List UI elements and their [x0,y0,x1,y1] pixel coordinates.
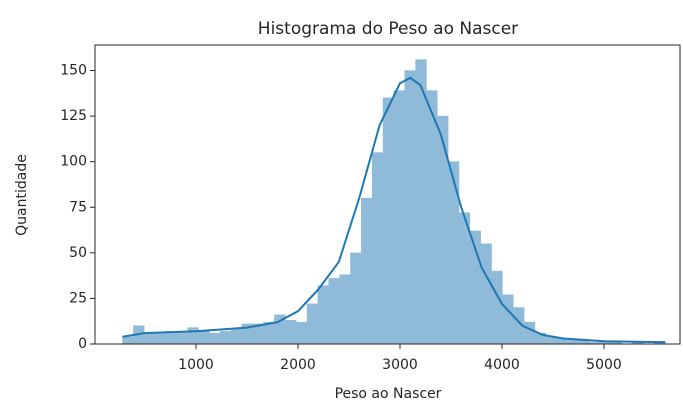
bar [437,115,449,345]
bar [285,320,297,345]
bar [198,330,210,345]
bar [154,332,167,345]
plot-frame [94,44,681,345]
x-axis-label: Peso ao Nascer [335,386,442,402]
bar [295,321,308,345]
y-tick-label: 25 [69,290,87,306]
y-tick-label: 50 [69,245,87,261]
bar [176,330,188,345]
chart-title: Histograma do Peso ao Nascer [258,19,518,39]
y-tick-label: 150 [60,63,87,79]
bar [306,303,319,345]
bar [415,59,427,345]
bar [350,252,362,345]
bar [122,336,134,345]
bar [219,330,232,345]
x-tick-label: 1000 [178,357,214,373]
bar [382,97,395,345]
y-tick-label: 0 [78,336,87,352]
y-tick-label: 75 [69,199,87,215]
bar [567,340,579,345]
bar [371,152,384,345]
bar [480,243,492,345]
kde-line [122,76,666,344]
bar [209,332,221,345]
bar [502,294,514,345]
x-tick-label: 4000 [484,357,520,373]
bar [458,212,471,345]
bar [187,327,199,345]
bar [339,274,351,345]
bar [393,90,405,345]
bar [491,270,503,345]
bar [361,197,373,345]
bar [230,329,243,345]
bar [523,321,536,345]
x-tick-label: 2000 [280,357,316,373]
x-tick-label: 3000 [382,357,418,373]
x-tick-label: 5000 [586,357,622,373]
y-tick-label: 100 [60,154,87,170]
bar [426,90,438,345]
bar [143,332,156,345]
bar [263,321,275,345]
bar [447,161,460,345]
bar [328,278,340,345]
y-tick-label: 125 [60,108,87,124]
y-axis-label: Quantidade [14,154,30,236]
bar [317,285,330,345]
bar [404,70,416,345]
